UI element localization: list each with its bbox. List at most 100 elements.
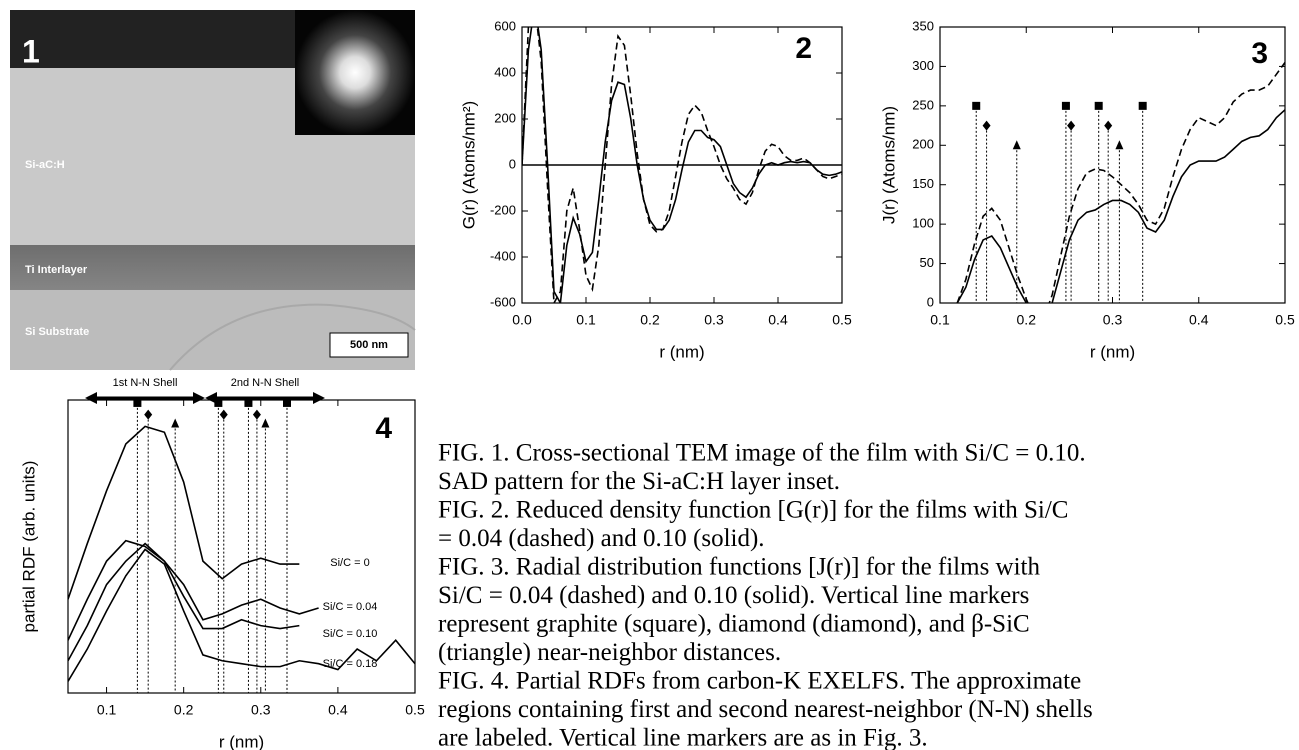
y-axis-label: G(r) (Atoms/nm²) — [459, 101, 478, 229]
panel-label: 3 — [1251, 37, 1268, 70]
curve — [68, 539, 319, 641]
tem-image: 1 Si-aC:H Ti Interlayer Si Substrate 500… — [10, 10, 416, 371]
layer-label: Ti Interlayer — [25, 264, 88, 276]
curves — [522, 27, 842, 303]
y-axis-label: partial RDF (arb. units) — [19, 461, 38, 633]
curve — [68, 542, 300, 662]
curves — [68, 425, 415, 682]
x-tick-label: 0.2 — [174, 702, 194, 718]
x-tick-label: 0.2 — [1017, 312, 1037, 328]
x-tick-label: 0.3 — [704, 312, 724, 328]
chart-panel: 0.0 0.1 0.2 0.3 0.4 0.5 -600 -400 -200 0 200 400 600… — [459, 18, 852, 361]
x-tick-label: 0.3 — [1103, 312, 1123, 328]
x-tick-label: 0.5 — [1275, 312, 1295, 328]
x-axis-label: r (nm) — [659, 342, 704, 361]
caption-line: = 0.04 (dashed) and 0.10 (solid). — [438, 525, 765, 552]
y-tick-label: 200 — [494, 110, 516, 125]
curve-label: Si/C = 0.18 — [323, 658, 378, 670]
marker-square — [1094, 101, 1103, 110]
sad-inset — [295, 10, 415, 135]
caption-line: are labeled. Vertical line markers are a… — [438, 725, 928, 750]
y-tick-label: 0 — [509, 156, 516, 171]
y-tick-label: -200 — [490, 202, 516, 217]
marker-square — [133, 398, 142, 407]
marker-triangle — [261, 418, 270, 428]
curves — [956, 62, 1285, 303]
marker-diamond — [1104, 120, 1113, 131]
marker-square — [972, 101, 981, 110]
ti-layer — [10, 245, 415, 290]
layer-label: Si Substrate — [25, 326, 89, 338]
x-tick-label: 0.5 — [832, 312, 852, 328]
bend-contour — [169, 303, 416, 371]
marker-diamond — [982, 120, 991, 131]
y-tick-label: 100 — [912, 216, 934, 231]
panel-label: 4 — [375, 412, 392, 445]
x-tick-label: 0.0 — [512, 312, 532, 328]
x-tick-label: 0.1 — [97, 702, 117, 718]
caption-line: (triangle) near-neighbor distances. — [438, 639, 781, 666]
x-tick-label: 0.1 — [576, 312, 596, 328]
arrow-head — [85, 392, 205, 404]
x-axis-label: r (nm) — [219, 732, 264, 750]
y-tick-label: 50 — [920, 255, 934, 270]
marker-triangle — [171, 418, 180, 428]
y-tick-label: 250 — [912, 97, 934, 112]
plot-frame — [939, 26, 1286, 304]
plot-frame — [67, 399, 416, 694]
scale-bar-label: 500 nm — [350, 339, 388, 351]
y-tick-label: 600 — [494, 18, 516, 33]
layer-label: Si-aC:H — [25, 159, 65, 171]
shell-label: 2nd N-N Shell — [231, 377, 299, 389]
x-tick-label: 0.4 — [1189, 312, 1209, 328]
x-axis-label: r (nm) — [1090, 342, 1135, 361]
x-tick-label: 0.4 — [328, 702, 348, 718]
x-tick-label: 0.2 — [640, 312, 660, 328]
y-tick-label: 350 — [912, 18, 934, 33]
x-tick-label: 0.4 — [768, 312, 788, 328]
curve — [956, 62, 1285, 303]
chart-panel: 0.1 0.2 0.3 0.4 0.5 r (nm) partial RDF (arb. u… — [19, 377, 424, 750]
panel-label: 2 — [795, 32, 812, 65]
arrow-head — [205, 392, 325, 404]
caption-line: SAD pattern for the Si-aC:H layer inset. — [438, 468, 840, 495]
x-tick-label: 0.3 — [251, 702, 271, 718]
panel-label: 1 — [22, 33, 40, 69]
marker-diamond — [219, 409, 228, 420]
marker-square — [244, 398, 253, 407]
y-tick-label: -600 — [490, 294, 516, 309]
x-tick-label: 0.5 — [405, 702, 425, 718]
y-tick-label: 300 — [912, 58, 934, 73]
caption-line: FIG. 4. Partial RDFs from carbon-K EXELF… — [438, 668, 1081, 695]
y-tick-label: 200 — [912, 137, 934, 152]
y-tick-label: 150 — [912, 176, 934, 191]
y-tick-label: -400 — [490, 248, 516, 263]
marker-square — [282, 398, 291, 407]
curve — [68, 548, 415, 682]
caption-line: FIG. 3. Radial distribution functions [J… — [438, 554, 1041, 581]
caption-line: FIG. 2. Reduced density function [G(r)] … — [438, 497, 1068, 524]
marker-triangle — [1115, 140, 1124, 150]
caption-line: Si/C = 0.04 (dashed) and 0.10 (solid). V… — [438, 582, 1029, 609]
curve-label: Si/C = 0.04 — [323, 601, 378, 613]
x-tick-label: 0.1 — [930, 312, 950, 328]
scale-bar-box — [329, 332, 409, 358]
shell-label: 1st N-N Shell — [113, 377, 178, 389]
caption-line: FIG. 1. Cross-sectional TEM image of the… — [438, 440, 1086, 467]
marker-square — [1061, 101, 1070, 110]
curve — [68, 425, 300, 600]
marker-triangle — [1012, 140, 1021, 150]
y-axis-label: J(r) (Atoms/nm) — [879, 106, 898, 224]
curve — [522, 27, 842, 303]
curve-label: Si/C = 0 — [330, 557, 369, 569]
marker-diamond — [252, 409, 261, 420]
marker-diamond — [144, 409, 153, 420]
curve — [956, 109, 1285, 303]
marker-diamond — [1067, 120, 1076, 131]
caption-line: regions containing first and second near… — [438, 696, 1093, 723]
y-tick-label: 400 — [494, 64, 516, 79]
caption-line: represent graphite (square), diamond (di… — [438, 611, 1030, 638]
curve-label: Si/C = 0.10 — [323, 628, 378, 640]
marker-square — [1138, 101, 1147, 110]
